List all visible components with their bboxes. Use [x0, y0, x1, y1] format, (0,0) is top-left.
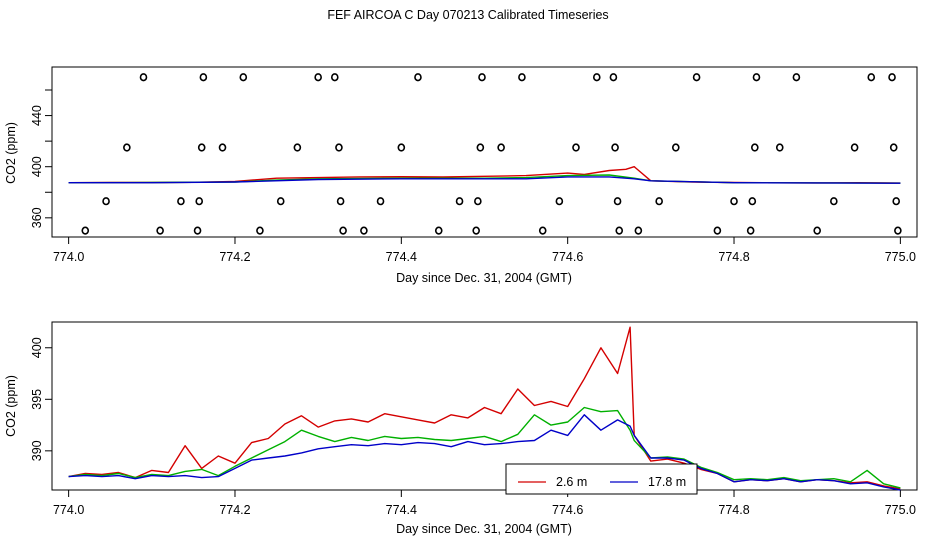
- data-point: [518, 73, 526, 82]
- data-point: [199, 73, 208, 82]
- data-point: [455, 197, 464, 206]
- top-x-axis-label: Day since Dec. 31, 2004 (GMT): [396, 271, 572, 285]
- legend-box: [505, 463, 698, 495]
- legend-label-17-8m: 17.8 m: [648, 475, 686, 489]
- data-point: [615, 226, 624, 235]
- data-point: [609, 73, 618, 82]
- data-point: [713, 226, 722, 235]
- data-point: [139, 73, 148, 82]
- legend-label-2-6m: 2.6 m: [556, 475, 587, 489]
- data-point: [752, 73, 761, 82]
- data-point: [850, 143, 859, 152]
- x-tick-label: 774.4: [386, 503, 417, 517]
- data-point: [692, 73, 701, 82]
- data-point: [751, 143, 759, 152]
- data-point: [671, 143, 680, 152]
- bottom-x-axis-label: Day since Dec. 31, 2004 (GMT): [396, 522, 572, 536]
- x-tick-label: 774.4: [386, 250, 417, 264]
- data-point: [592, 73, 601, 82]
- data-point: [193, 226, 202, 235]
- data-point: [414, 73, 422, 82]
- data-point: [336, 197, 345, 206]
- data-point: [748, 197, 757, 206]
- data-point: [293, 143, 302, 152]
- x-tick-label: 774.2: [219, 250, 250, 264]
- data-point: [830, 197, 838, 206]
- data-point: [239, 73, 248, 82]
- series-line-series-0: [68, 165, 901, 184]
- data-point: [335, 143, 343, 152]
- data-point: [156, 226, 164, 235]
- data-point: [102, 197, 110, 206]
- y-tick-label: 400: [30, 337, 44, 358]
- data-point: [555, 197, 564, 206]
- x-tick-label: 774.6: [552, 503, 583, 517]
- data-point: [813, 226, 821, 235]
- data-point: [376, 197, 385, 206]
- series-line-series-2: [68, 176, 901, 184]
- series-line-2-6-m: [68, 326, 901, 490]
- data-point: [655, 197, 663, 206]
- data-point: [434, 226, 443, 235]
- data-point: [538, 226, 547, 235]
- data-point: [867, 73, 876, 82]
- x-tick-label: 774.2: [219, 503, 250, 517]
- top-plot-frame: [51, 66, 918, 238]
- data-point: [330, 73, 339, 82]
- data-point: [218, 143, 227, 152]
- bottom-plot-frame: [51, 321, 918, 491]
- data-point: [888, 73, 896, 82]
- data-point: [339, 226, 347, 235]
- data-point: [256, 226, 264, 235]
- x-tick-label: 775.0: [885, 250, 916, 264]
- data-point: [892, 197, 901, 206]
- top-y-axis-label: CO2 (ppm): [4, 122, 18, 184]
- data-point: [314, 73, 322, 82]
- data-point: [276, 197, 285, 206]
- data-point: [572, 143, 580, 152]
- x-tick-label: 774.8: [718, 250, 749, 264]
- data-point: [611, 143, 619, 152]
- data-point: [81, 226, 90, 235]
- data-point: [476, 143, 485, 152]
- y-tick-label: 360: [30, 207, 44, 228]
- data-point: [613, 197, 622, 206]
- data-point: [474, 197, 482, 206]
- data-point: [792, 73, 801, 82]
- data-point: [894, 226, 902, 235]
- bottom-y-axis-label: CO2 (ppm): [4, 375, 18, 437]
- y-tick-label: 390: [30, 440, 44, 461]
- legend: 2.6 m 17.8 m: [505, 463, 698, 495]
- x-tick-label: 774.0: [53, 503, 84, 517]
- bottom-panel: 774.0 774.2 774.4 774.6 774.8 775.0390395400 …: [4, 321, 918, 536]
- y-tick-label: 395: [30, 389, 44, 410]
- data-point: [775, 143, 784, 152]
- top-panel: 774.0 774.2 774.4 774.6 774.8 775.0360400440 …: [4, 66, 918, 285]
- data-point: [746, 226, 755, 235]
- x-tick-label: 775.0: [885, 503, 916, 517]
- data-point: [889, 143, 898, 152]
- data-point: [478, 73, 486, 82]
- x-tick-label: 774.8: [718, 503, 749, 517]
- data-point: [360, 226, 368, 235]
- x-tick-label: 774.0: [53, 250, 84, 264]
- data-point: [397, 143, 406, 152]
- chart-title: FEF AIRCOA C Day 070213 Calibrated Times…: [327, 8, 609, 22]
- data-point: [197, 143, 206, 152]
- data-point: [195, 197, 204, 206]
- data-point: [730, 197, 738, 206]
- y-tick-label: 440: [30, 105, 44, 126]
- series-line-17-8-m: [68, 414, 901, 491]
- data-point: [634, 226, 643, 235]
- data-point: [123, 143, 131, 152]
- data-point: [472, 226, 480, 235]
- data-point: [497, 143, 505, 152]
- series-line-series-1: [68, 406, 901, 489]
- x-tick-label: 774.6: [552, 250, 583, 264]
- data-point: [177, 197, 185, 206]
- y-tick-label: 400: [30, 156, 44, 177]
